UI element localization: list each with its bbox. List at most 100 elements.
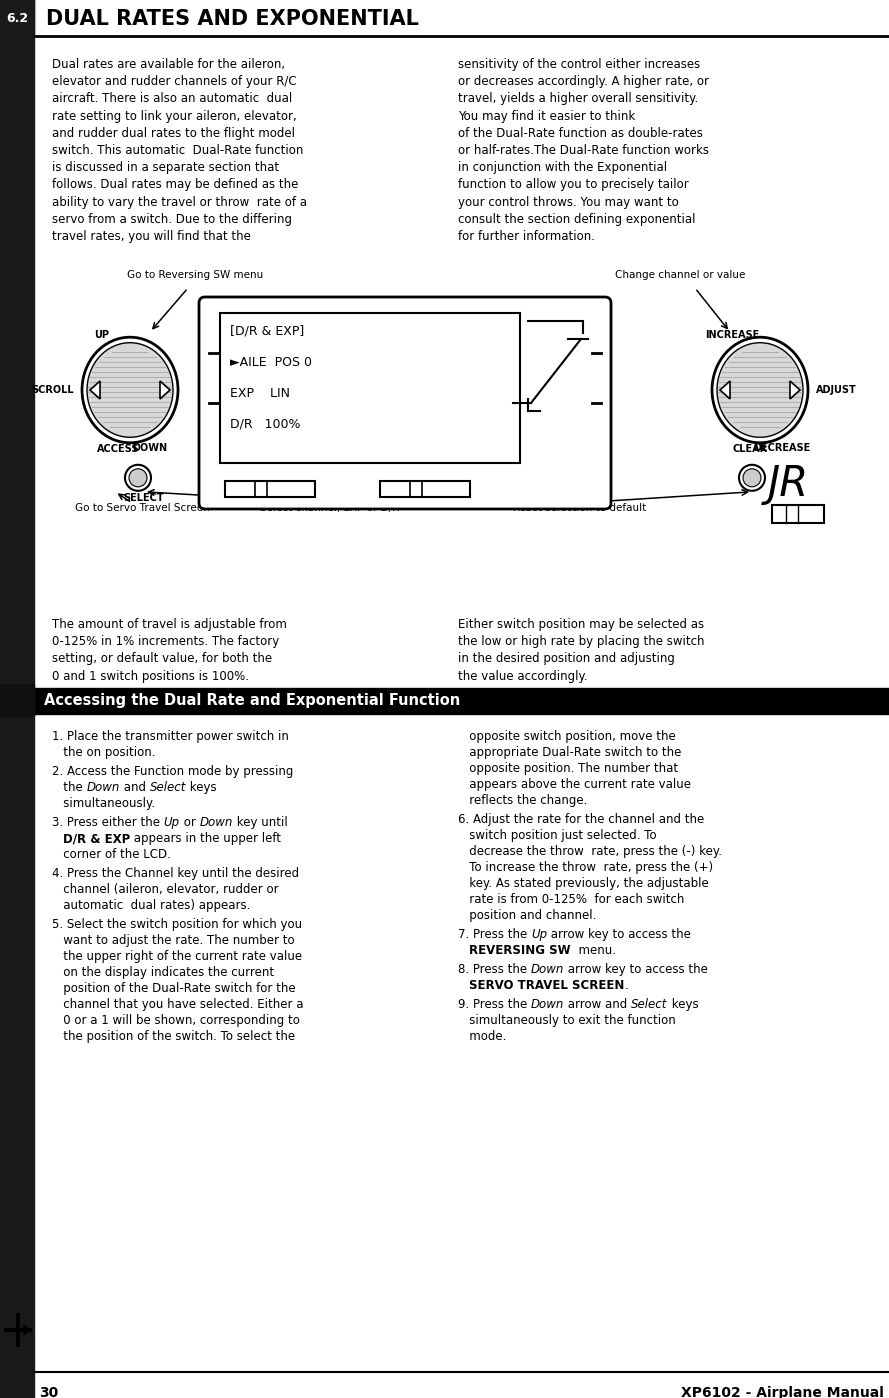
Text: 30: 30 <box>39 1385 59 1398</box>
Text: or: or <box>180 816 199 829</box>
Circle shape <box>743 468 761 487</box>
Text: .: . <box>625 979 629 993</box>
Text: for further information.: for further information. <box>458 231 595 243</box>
Text: simultaneously to exit the function: simultaneously to exit the function <box>458 1014 676 1028</box>
Bar <box>0 0 34 1398</box>
Text: CLEAR: CLEAR <box>733 443 767 454</box>
Text: or half-rates.The Dual-Rate function works: or half-rates.The Dual-Rate function wor… <box>458 144 709 157</box>
Text: channel that you have selected. Either a: channel that you have selected. Either a <box>52 998 303 1011</box>
Text: You may find it easier to think: You may find it easier to think <box>458 109 636 123</box>
Text: channel (aileron, elevator, rudder or: channel (aileron, elevator, rudder or <box>52 884 278 896</box>
Text: D/R   100%: D/R 100% <box>230 418 300 431</box>
Text: 6.2: 6.2 <box>6 11 28 25</box>
Text: and: and <box>120 781 149 794</box>
Text: 0-125% in 1% increments. The factory: 0-125% in 1% increments. The factory <box>52 635 279 649</box>
Text: sensitivity of the control either increases: sensitivity of the control either increa… <box>458 57 701 71</box>
Text: follows. Dual rates may be defined as the: follows. Dual rates may be defined as th… <box>52 179 299 192</box>
Text: SELECT: SELECT <box>124 493 164 503</box>
Text: the position of the switch. To select the: the position of the switch. To select th… <box>52 1030 295 1043</box>
Text: Up: Up <box>531 928 547 941</box>
Bar <box>0 0 34 36</box>
Text: D/R & EXP: D/R & EXP <box>63 832 131 844</box>
Text: the on position.: the on position. <box>52 747 156 759</box>
Text: 0 and 1 switch positions is 100%.: 0 and 1 switch positions is 100%. <box>52 670 249 682</box>
Text: 4. Press the Channel key until the desired: 4. Press the Channel key until the desir… <box>52 867 299 879</box>
Text: JR: JR <box>767 463 809 505</box>
Text: Go to Servo Travel Screen: Go to Servo Travel Screen <box>75 503 210 513</box>
Text: aircraft. There is also an automatic  dual: aircraft. There is also an automatic dua… <box>52 92 292 105</box>
Text: keys: keys <box>186 781 217 794</box>
Polygon shape <box>160 382 170 398</box>
Ellipse shape <box>712 337 808 443</box>
Circle shape <box>129 468 147 487</box>
Text: function to allow you to precisely tailor: function to allow you to precisely tailo… <box>458 179 689 192</box>
Polygon shape <box>90 382 100 398</box>
Text: position of the Dual-Rate switch for the: position of the Dual-Rate switch for the <box>52 981 296 995</box>
Text: ability to vary the travel or throw  rate of a: ability to vary the travel or throw rate… <box>52 196 307 208</box>
Text: Up: Up <box>164 816 180 829</box>
Text: reflects the change.: reflects the change. <box>458 794 588 807</box>
Text: and rudder dual rates to the flight model: and rudder dual rates to the flight mode… <box>52 127 295 140</box>
Ellipse shape <box>87 343 173 438</box>
Text: ►AILE  POS 0: ►AILE POS 0 <box>230 356 312 369</box>
Text: XP6102 - Airplane Manual: XP6102 - Airplane Manual <box>681 1385 884 1398</box>
Text: position and channel.: position and channel. <box>458 909 597 923</box>
Text: Change channel or value: Change channel or value <box>615 270 745 280</box>
Text: mode.: mode. <box>458 1030 507 1043</box>
Text: Dual rates are available for the aileron,: Dual rates are available for the aileron… <box>52 57 285 71</box>
Text: Select channel, EXP or D/R: Select channel, EXP or D/R <box>260 503 400 513</box>
Text: opposite switch position, move the: opposite switch position, move the <box>458 730 676 742</box>
Text: Down: Down <box>86 781 120 794</box>
Text: rate is from 0-125%  for each switch: rate is from 0-125% for each switch <box>458 893 685 906</box>
Text: the low or high rate by placing the switch: the low or high rate by placing the swit… <box>458 635 704 649</box>
Text: automatic  dual rates) appears.: automatic dual rates) appears. <box>52 899 251 911</box>
Ellipse shape <box>82 337 178 443</box>
Text: INCREASE: INCREASE <box>705 330 759 340</box>
Text: your control throws. You may want to: your control throws. You may want to <box>458 196 678 208</box>
Bar <box>34 688 889 714</box>
Text: appears in the upper left: appears in the upper left <box>131 832 282 844</box>
Text: UP: UP <box>94 330 109 340</box>
Text: the: the <box>52 781 86 794</box>
Text: Accessing the Dual Rate and Exponential Function: Accessing the Dual Rate and Exponential … <box>44 693 461 709</box>
Bar <box>380 481 470 498</box>
Text: switch position just selected. To: switch position just selected. To <box>458 829 657 842</box>
Text: To increase the throw  rate, press the (+): To increase the throw rate, press the (+… <box>458 861 713 874</box>
Circle shape <box>125 464 151 491</box>
Text: the value accordingly.: the value accordingly. <box>458 670 588 682</box>
Text: of the Dual-Rate function as double-rates: of the Dual-Rate function as double-rate… <box>458 127 703 140</box>
Text: DUAL RATES AND EXPONENTIAL: DUAL RATES AND EXPONENTIAL <box>46 8 419 29</box>
Text: 9. Press the: 9. Press the <box>458 998 531 1011</box>
Text: servo from a switch. Due to the differing: servo from a switch. Due to the differin… <box>52 212 292 226</box>
Text: opposite position. The number that: opposite position. The number that <box>458 762 678 774</box>
Text: 8. Press the: 8. Press the <box>458 963 531 976</box>
Text: Select: Select <box>631 998 668 1011</box>
Text: EXP    LIN: EXP LIN <box>230 387 290 400</box>
Text: or decreases accordingly. A higher rate, or: or decreases accordingly. A higher rate,… <box>458 75 709 88</box>
Text: travel rates, you will find that the: travel rates, you will find that the <box>52 231 251 243</box>
Text: arrow key to access the: arrow key to access the <box>565 963 709 976</box>
Text: Select: Select <box>149 781 186 794</box>
Bar <box>225 481 315 498</box>
Text: DECREASE: DECREASE <box>753 443 811 453</box>
Text: setting, or default value, for both the: setting, or default value, for both the <box>52 653 272 665</box>
Text: is discussed in a separate section that: is discussed in a separate section that <box>52 161 279 175</box>
Text: the upper right of the current rate value: the upper right of the current rate valu… <box>52 951 302 963</box>
Ellipse shape <box>717 343 803 438</box>
Text: keys: keys <box>668 998 699 1011</box>
Text: 5. Select the switch position for which you: 5. Select the switch position for which … <box>52 918 302 931</box>
Text: consult the section defining exponential: consult the section defining exponential <box>458 212 695 226</box>
Text: key. As stated previously, the adjustable: key. As stated previously, the adjustabl… <box>458 877 709 891</box>
Bar <box>772 505 824 523</box>
Text: [D/R & EXP]: [D/R & EXP] <box>230 324 304 338</box>
Text: elevator and rudder channels of your R/C: elevator and rudder channels of your R/C <box>52 75 297 88</box>
Text: switch. This automatic  Dual-Rate function: switch. This automatic Dual-Rate functio… <box>52 144 303 157</box>
Text: rate setting to link your aileron, elevator,: rate setting to link your aileron, eleva… <box>52 109 297 123</box>
Text: corner of the LCD.: corner of the LCD. <box>52 849 171 861</box>
Text: arrow key to access the: arrow key to access the <box>547 928 691 941</box>
Text: appropriate Dual-Rate switch to the: appropriate Dual-Rate switch to the <box>458 747 681 759</box>
Text: arrow and: arrow and <box>565 998 631 1011</box>
Text: Down: Down <box>199 816 233 829</box>
Polygon shape <box>790 382 800 398</box>
Polygon shape <box>24 1325 30 1335</box>
